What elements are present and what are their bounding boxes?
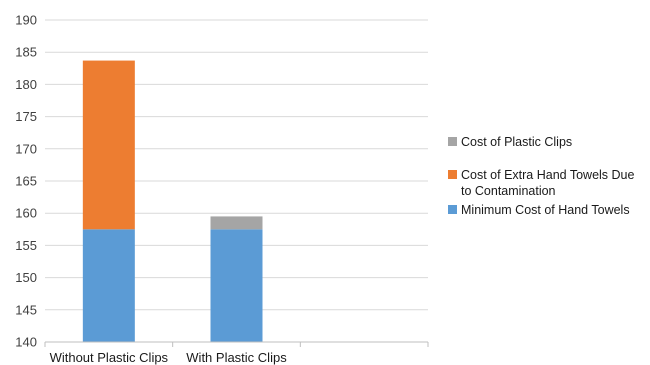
y-tick-label: 165 <box>15 174 37 189</box>
y-tick-label: 150 <box>15 270 37 285</box>
x-axis: Without Plastic Clips With Plastic Clips <box>44 341 429 365</box>
y-tick-label: 175 <box>15 109 37 124</box>
y-tick-label: 180 <box>15 77 37 92</box>
legend-swatch <box>448 137 457 146</box>
y-tick-label: 160 <box>15 206 37 221</box>
bar-segment <box>82 229 135 342</box>
legend-label: Cost of Plastic Clips <box>461 135 572 149</box>
x-category-label: With Plastic Clips <box>186 350 287 365</box>
y-tick-label: 140 <box>15 335 37 350</box>
x-category-label: Without Plastic Clips <box>50 350 169 365</box>
legend-swatch <box>448 170 457 179</box>
legend: Cost of Plastic Clips Cost of Extra Hand … <box>448 135 635 217</box>
legend-swatch <box>448 205 457 214</box>
legend-label: Minimum Cost of Hand Towels <box>461 203 630 217</box>
bar-segment <box>82 60 135 230</box>
bar-segment <box>210 229 263 342</box>
y-tick-label: 155 <box>15 238 37 253</box>
legend-label: to Contamination <box>461 184 556 198</box>
y-tick-label: 185 <box>15 45 37 60</box>
y-tick-label: 190 <box>15 13 37 28</box>
y-tick-label: 145 <box>15 302 37 317</box>
bar-segment <box>210 216 263 230</box>
bars <box>82 60 263 342</box>
y-tick-label: 170 <box>15 141 37 156</box>
y-axis-ticks: 140 145 150 155 160 165 170 175 180 185 190 <box>15 13 37 350</box>
legend-label: Cost of Extra Hand Towels Due <box>461 168 635 182</box>
